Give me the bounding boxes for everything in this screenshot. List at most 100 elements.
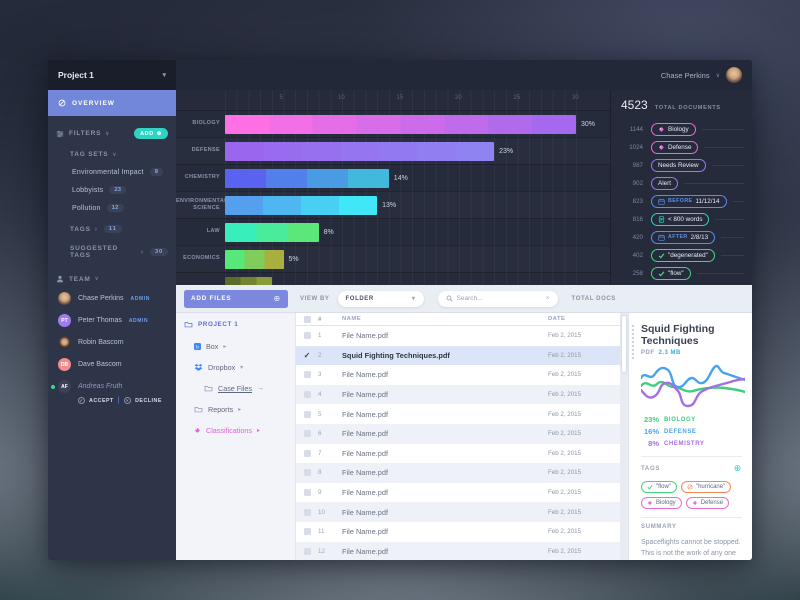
category-percent: 8% [648,439,659,449]
row-checkbox[interactable] [303,449,311,457]
sidebar-item-overview[interactable]: OVERVIEW [48,90,176,116]
project-selector[interactable]: Project 1 ▾ [48,60,176,90]
file-name: File Name.pdf [342,370,389,380]
tags-header[interactable]: TAGS › 11 [62,225,176,233]
stat-filter-pill[interactable]: "degenerated" [651,248,715,262]
file-date: Feb 2, 2015 [548,430,582,438]
folder-icon [204,385,213,392]
stats-row: 816 < 800 words [621,210,744,228]
column-date: DATE [548,316,566,322]
document-tag-pill[interactable]: Biology [641,497,682,510]
scrollbar[interactable] [620,313,628,560]
table-row[interactable]: 11 File Name.pdf Feb 2, 2015 [296,522,620,542]
row-checkbox[interactable] [303,547,311,555]
suggested-tags-header[interactable]: SUGGESTED TAGS › 30 [62,245,176,259]
document-tag-pill[interactable]: "hurricane" [680,481,732,494]
row-checkbox[interactable] [303,430,311,438]
file-name: Squid Fighting Techniques.pdf [342,350,450,360]
table-row[interactable]: 8 File Name.pdf Feb 2, 2015 [296,463,620,483]
decline-button[interactable]: DECLINE [135,397,162,404]
add-filter-button[interactable]: ADD ⊕ [134,128,168,139]
team-member[interactable]: AF Andreas Fruth [51,380,168,393]
tree-item-case-files[interactable]: Case Files → [204,384,295,393]
stat-filter-pill[interactable]: Defense [651,140,699,154]
view-by-label: VIEW BY [300,295,330,302]
table-row[interactable]: 12 File Name.pdf Feb 2, 2015 [296,541,620,560]
tree-item-dropbox[interactable]: Dropbox ▾ [194,363,295,372]
tag-set-label: Environmental Impact [72,168,144,176]
table-row[interactable]: ✓ 2 Squid Fighting Techniques.pdf Feb 2, 20… [296,345,620,366]
tree-item-label: Classifications [206,426,252,435]
chart-bar [225,195,378,215]
stat-count: 1024 [629,143,643,151]
row-checkbox[interactable] [303,469,311,477]
admin-badge: ADMIN [130,295,150,302]
table-row[interactable]: 7 File Name.pdf Feb 2, 2015 [296,444,620,464]
stat-filter-pill[interactable]: AFTER 2/8/13 [651,230,716,244]
select-all-checkbox[interactable] [303,315,311,323]
tree-item-box[interactable]: b Box ▸ [194,342,295,351]
clear-search-icon[interactable]: × [545,295,550,302]
team-member[interactable]: Chase Perkins ADMIN [58,292,168,305]
row-checkbox[interactable] [303,332,311,340]
chart-category-label: CHEMISTRY [184,174,220,181]
table-row[interactable]: 6 File Name.pdf Feb 2, 2015 [296,423,620,444]
stat-filter-pill[interactable]: Needs Review [651,158,706,172]
row-checkbox[interactable] [303,528,311,536]
document-tag-pill[interactable]: "flow" [641,481,677,494]
tag-sets-header[interactable]: TAG SETS ∨ [62,151,176,158]
tag-set-item[interactable]: Environmental Impact 8 [72,168,168,176]
view-by-dropdown[interactable]: FOLDER ▾ [337,290,424,307]
scrollbar-thumb[interactable] [622,316,626,372]
add-files-button[interactable]: ADD FILES ⊕ [184,289,288,308]
row-checkbox[interactable] [303,391,311,399]
tag-set-item[interactable]: Pollution 12 [72,204,168,212]
row-checkbox[interactable] [303,508,311,516]
tree-item-reports[interactable]: Reports ▸ [194,405,295,414]
member-name: Robin Bascom [78,339,124,346]
tree-item-classifications[interactable]: Classifications ▸ [194,426,295,435]
svg-text:b: b [196,344,199,350]
table-row[interactable]: 10 File Name.pdf Feb 2, 2015 [296,502,620,522]
table-row[interactable]: 4 File Name.pdf Feb 2, 2015 [296,384,620,405]
team-member[interactable]: Robin Bascom [58,336,168,349]
table-row[interactable]: 9 File Name.pdf Feb 2, 2015 [296,483,620,503]
stat-filter-pill[interactable]: < 800 words [651,212,710,226]
stat-count: 987 [632,161,643,169]
document-tag-pill[interactable]: Defense [685,497,730,510]
file-date: Feb 2, 2015 [548,528,582,536]
row-checkbox[interactable] [303,489,311,497]
axis-tick-label: 25 [513,95,521,101]
files-panel: ADD FILES ⊕ VIEW BY FOLDER ▾ Search... ×… [176,285,752,560]
tag-sets-list: Environmental Impact 8 Lobbyists 23 Pollutio… [48,168,176,212]
table-row[interactable]: 1 File Name.pdf Feb 2, 2015 [296,326,620,346]
filters-header[interactable]: FILTERS ∨ ADD ⊕ [48,128,176,139]
team-member[interactable]: PT Peter Thomas ADMIN [58,314,168,327]
view-by-value: FOLDER [345,295,374,302]
tag-set-count: 23 [109,186,127,194]
row-checkbox[interactable] [303,410,311,418]
stat-filter-pill[interactable]: BEFORE 11/12/14 [651,194,727,208]
tag-set-label: Lobbyists [72,186,104,194]
tree-item-project-1[interactable]: PROJECT 1 [184,321,295,328]
table-row[interactable]: 3 File Name.pdf Feb 2, 2015 [296,365,620,385]
stat-prefix: BEFORE [668,198,693,204]
tag-set-item[interactable]: Lobbyists 23 [72,186,168,194]
team-member[interactable]: DB Dave Bascom [58,358,168,371]
row-checkbox[interactable] [303,371,311,379]
team-header[interactable]: TEAM ∨ [48,275,176,283]
stat-filter-pill[interactable]: "flow" [651,266,691,280]
axis-tick-label: 20 [455,95,462,101]
row-checked-icon[interactable]: ✓ [303,350,311,360]
table-row[interactable]: 5 File Name.pdf Feb 2, 2015 [296,404,620,424]
accept-button[interactable]: ACCEPT [89,397,114,404]
drag-handle[interactable] [632,325,634,359]
stat-filter-pill[interactable]: Biology [651,122,696,136]
search-input[interactable]: Search... × [437,290,558,307]
avatar [58,336,71,349]
file-name: File Name.pdf [342,546,389,556]
user-avatar [726,67,742,83]
user-menu[interactable]: Chase Perkins ∨ [661,67,752,83]
stat-filter-pill[interactable]: Alert [651,176,678,190]
add-tag-icon[interactable]: ⊕ [733,463,742,474]
